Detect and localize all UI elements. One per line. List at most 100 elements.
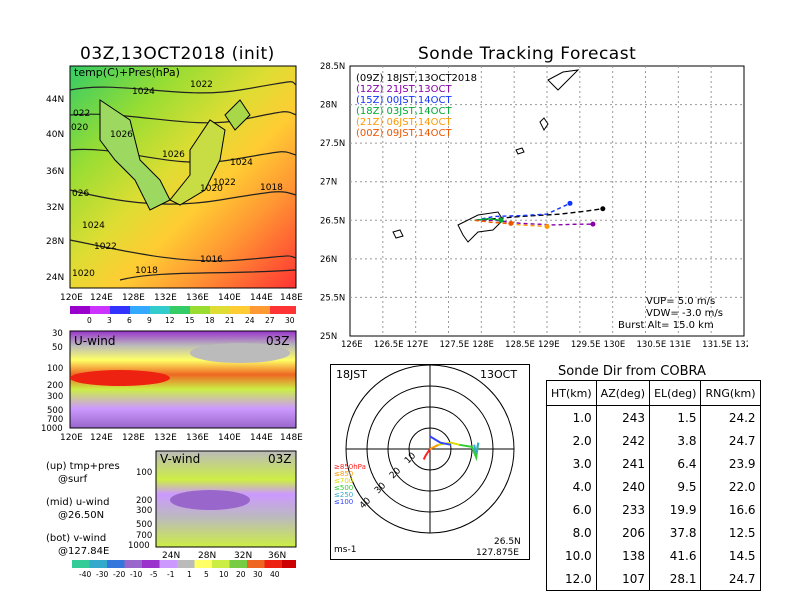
table-cell: 12.0: [546, 567, 597, 591]
level-legend: ≥850hPa: [334, 463, 366, 471]
track-series-line: [474, 218, 502, 221]
table-cell: 24.7: [700, 567, 761, 591]
wind-colorbar-segment: [229, 560, 247, 568]
p-label: 50: [52, 343, 63, 353]
overlay-label: temp(C)+Pres(hPa): [74, 66, 180, 79]
hodograph-line: [429, 443, 439, 450]
hodo-time: 18JST: [336, 368, 367, 381]
x-tick-label: 130.5E: [637, 340, 667, 350]
isobar-label: 1022: [94, 242, 117, 252]
lon-label: 144E: [250, 293, 273, 303]
lon-label: 120E: [60, 293, 83, 303]
table-row: 12.0 107 28.1 24.7: [546, 567, 761, 591]
p-label: 200: [136, 496, 152, 506]
isobar-label: 1026: [110, 130, 133, 140]
lon-label: 144E: [250, 433, 273, 443]
table-row: 3.0 241 6.4 23.9: [546, 452, 761, 475]
wind-colorbar-segment: [159, 560, 177, 568]
x-tick-label: 131E: [669, 340, 691, 350]
x-tick-label: 131.5E: [702, 340, 732, 350]
lat-label: 40N: [46, 130, 64, 140]
temp-colorbar: [70, 306, 296, 314]
table-cell: 243: [595, 405, 651, 429]
note-line: (mid) u-wind: [46, 497, 110, 508]
colorbar-tick: 30: [285, 316, 295, 325]
table-cell: 3.0: [546, 452, 597, 475]
temperature-map: 1024 1022 020 022 1026 1026 1024 1022 10…: [46, 65, 303, 325]
table-cell: 28.1: [649, 567, 702, 591]
hodo-lon: 127.875E: [476, 548, 519, 558]
table-cell: 6.4: [649, 452, 702, 475]
table-row: 2.0 242 3.8 24.7: [546, 429, 761, 452]
wind-colorbar-segment: [212, 560, 230, 568]
table-cell: 233: [595, 498, 651, 521]
level-legend: ≤850: [334, 470, 353, 478]
y-tick-label: 25.5N: [320, 293, 345, 303]
legend-entry: (21Z) 06JST,14OCT: [356, 117, 452, 128]
x-tick-label: 129E: [538, 340, 560, 350]
hodo-units: ms-1: [334, 545, 356, 555]
p-label: 300: [136, 506, 152, 516]
x-tick-label: 129.5E: [571, 340, 601, 350]
wind-colorbar-segment: [142, 560, 160, 568]
lon-label: 148E: [280, 293, 303, 303]
table-cell: 2.0: [546, 429, 597, 452]
table-cell: 12.5: [700, 521, 761, 544]
track-end-point: [544, 223, 550, 229]
wind-tick: -5: [150, 570, 158, 579]
x-tick-label: 127E: [407, 340, 429, 350]
lat-label: 36N: [46, 167, 64, 177]
vwind-label: V-wind: [160, 452, 200, 466]
isobar-label: 1024: [132, 87, 155, 97]
col-header: AZ(deg): [595, 380, 651, 406]
track-end-point: [600, 206, 606, 212]
lon-label: 140E: [218, 433, 241, 443]
wind-tick: 30: [253, 570, 263, 579]
level-legend: ≤700: [334, 477, 353, 485]
table-cell: 242: [595, 429, 651, 452]
lat-label: 32N: [234, 551, 252, 561]
table-cell: 14.5: [700, 544, 761, 567]
level-legend: ≤100: [334, 498, 353, 506]
y-tick-label: 26N: [320, 255, 337, 265]
wind-tick: 10: [219, 570, 229, 579]
table-cell: 6.0: [546, 498, 597, 521]
lon-label: 124E: [90, 433, 113, 443]
y-tick-label: 27.5N: [320, 139, 345, 149]
p-label: 1000: [41, 424, 63, 434]
col-header: EL(deg): [649, 380, 702, 406]
table-cell: 138: [595, 544, 651, 567]
table-cell: 24.7: [700, 429, 761, 452]
y-tick-label: 28.5N: [320, 62, 345, 72]
table-cell: 206: [595, 521, 651, 544]
uwind-label: U-wind: [74, 334, 115, 348]
note-line: @127.84E: [58, 546, 110, 557]
table-row: 10.0 138 41.6 14.5: [546, 544, 761, 567]
wind-tick: -40: [79, 570, 91, 579]
wind-colorbar-segment: [107, 560, 125, 568]
colorbar-tick: 0: [87, 316, 92, 325]
cobra-table: HT(km) AZ(deg) EL(deg) RNG(km) 1.0 243 1.5…: [546, 380, 761, 591]
wind-colorbar-segment: [177, 560, 195, 568]
lat-label: 32N: [46, 203, 64, 213]
lon-label: 136E: [186, 293, 209, 303]
p-label: 100: [136, 468, 152, 478]
colorbar-tick: 15: [185, 316, 195, 325]
lat-label: 28N: [198, 551, 216, 561]
table-cell: 4.0: [546, 475, 597, 498]
isobar-label: 1026: [162, 150, 185, 160]
y-tick-label: 28N: [320, 101, 337, 111]
lon-label: 132E: [154, 433, 177, 443]
wind-tick: 5: [204, 570, 209, 579]
isobar-label: 1022: [213, 178, 236, 188]
wind-colorbar: -40 -30 -20 -10 -5 -1 1 5 10 20 30 40: [72, 560, 296, 579]
colorbar-tick: 24: [245, 316, 255, 325]
colorbar-tick: 21: [225, 316, 235, 325]
hodo-date: 13OCT: [480, 368, 517, 381]
legend-entry: (18Z) 03JST,14OCT: [356, 106, 452, 117]
table-cell: 241: [595, 452, 651, 475]
lon-label: 120E: [60, 433, 83, 443]
table-cell: 37.8: [649, 521, 702, 544]
p-label: 700: [136, 531, 152, 541]
level-legend: ≤500: [334, 484, 353, 492]
